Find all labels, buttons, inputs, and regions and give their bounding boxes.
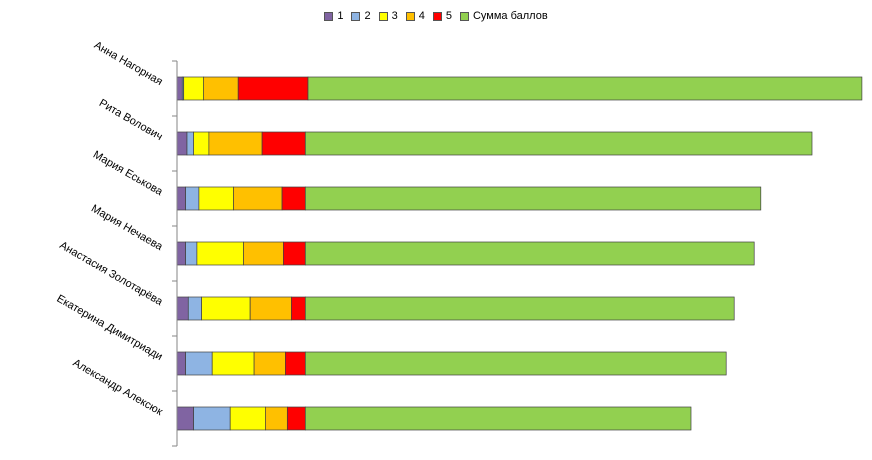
legend-label: 2 <box>364 10 371 23</box>
legend-swatch <box>405 11 415 21</box>
bars-group <box>176 76 863 431</box>
bar-segment <box>183 76 205 101</box>
bar-segment <box>233 186 283 211</box>
category-label: Анна Нагорная <box>92 39 165 88</box>
bar-segment <box>176 241 186 266</box>
bar-segment <box>281 186 306 211</box>
bar-segment <box>229 406 266 431</box>
legend-swatch <box>324 11 334 21</box>
category-label: Александр Алексюк <box>71 357 165 418</box>
bar-segment <box>304 296 735 321</box>
bar-segment <box>193 131 210 156</box>
bar-segment <box>261 131 306 156</box>
bar-segment <box>193 406 231 431</box>
bar-segment <box>187 296 202 321</box>
category-labels: Анна Нагорная Рита Волович Мария ЕськоваМа… <box>54 39 165 418</box>
bar-segment <box>176 131 188 156</box>
bar-segment <box>176 76 183 101</box>
bar-segment <box>307 76 863 101</box>
bar-segment <box>304 351 727 376</box>
legend-swatch <box>378 11 388 21</box>
bar-segment <box>196 241 244 266</box>
category-label: Рита Волович <box>97 97 165 143</box>
legend-label: Сумма баллов <box>472 10 548 23</box>
bar-segment <box>253 351 286 376</box>
bar-segment <box>291 296 306 321</box>
category-label: Мария Нечаева <box>89 203 165 254</box>
bar-segment <box>198 186 234 211</box>
bar-segment <box>304 241 755 266</box>
bar-segment <box>185 186 200 211</box>
bar-segment <box>176 186 186 211</box>
legend-item: 3 <box>378 10 398 23</box>
legend-item: 5 <box>432 10 452 23</box>
bar-segment <box>203 76 239 101</box>
bar-segment <box>176 406 194 431</box>
bar-segment <box>304 406 692 431</box>
bar-segment <box>208 131 263 156</box>
bar-segment <box>243 241 284 266</box>
legend-item: 4 <box>405 10 425 23</box>
category-axis <box>172 60 178 447</box>
bar-segment <box>237 76 309 101</box>
bar-segment <box>304 186 762 211</box>
legend-label: 3 <box>391 10 398 23</box>
legend-swatch <box>432 11 442 21</box>
category-label: Анастасия Золотарёва <box>57 239 165 308</box>
bar-segment <box>185 351 213 376</box>
bar-segment <box>185 241 198 266</box>
legend-item: 1 <box>324 10 343 22</box>
legend-label: 5 <box>445 10 452 23</box>
bar-segment <box>186 131 195 156</box>
bar-segment <box>287 406 306 431</box>
legend-swatch <box>459 11 469 21</box>
bar-segment <box>176 296 189 321</box>
bar-segment <box>211 351 255 376</box>
chart-legend: 1 2 3 4 5 Сумма баллов <box>0 10 872 22</box>
category-label: Мария Еськова <box>91 149 165 199</box>
legend-swatch <box>351 11 361 21</box>
bar-segment <box>201 296 251 321</box>
legend-label: 1 <box>337 10 344 23</box>
legend-item: 2 <box>351 10 371 23</box>
legend-label: 4 <box>418 10 425 23</box>
category-label: Екатерина Димитриади <box>54 293 164 363</box>
bar-segment <box>176 351 186 376</box>
bar-segment <box>283 241 306 266</box>
bar-segment <box>265 406 288 431</box>
legend-item: Сумма баллов <box>459 10 548 23</box>
bar-segment <box>304 131 813 156</box>
bar-segment <box>285 351 306 376</box>
bar-segment <box>249 296 292 321</box>
